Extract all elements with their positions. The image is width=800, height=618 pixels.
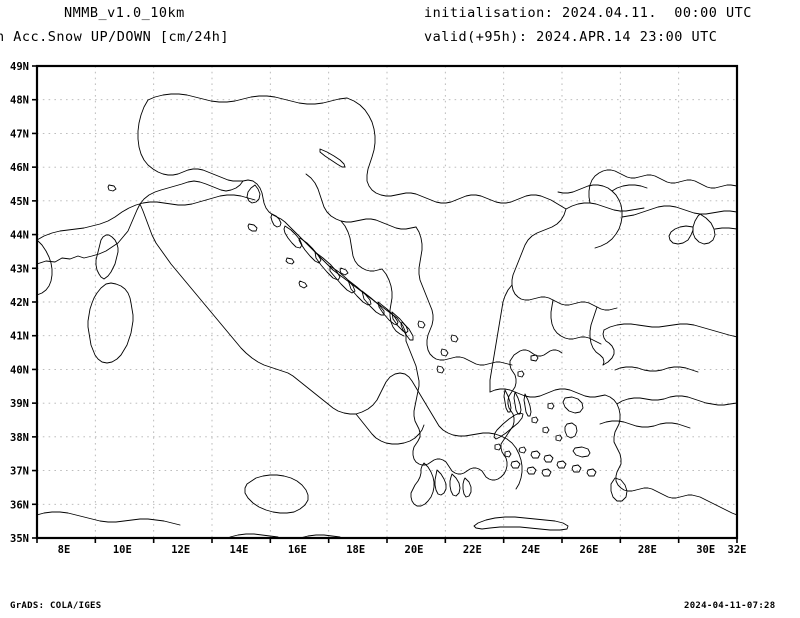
x-tick-label: 16E [288, 544, 307, 556]
y-tick-label: 37N [10, 466, 29, 478]
y-tick-label: 44N [10, 230, 29, 242]
x-tick-label: 14E [230, 544, 249, 556]
x-tick-label: 32E [728, 544, 747, 556]
y-tick-label: 40N [10, 364, 29, 376]
y-tick-label: 48N [10, 95, 29, 107]
y-tick-label: 38N [10, 432, 29, 444]
x-tick-label: 20E [405, 544, 424, 556]
y-tick-label: 41N [10, 331, 29, 343]
grads-credit: GrADS: COLA/IGES [10, 601, 102, 611]
axis-ticks [32, 65, 738, 543]
y-tick-label: 39N [10, 398, 29, 410]
x-tick-label: 30E [696, 544, 715, 556]
valid-time: valid(+95h): 2024.APR.14 23:00 UTC [424, 29, 718, 45]
x-axis-labels: 8E 10E 12E 14E 16E 18E 20E 22E 24E 26E 2… [58, 544, 747, 556]
model-title: NMMB_v1.0_10km [64, 5, 185, 21]
y-tick-label: 45N [10, 196, 29, 208]
y-tick-label: 46N [10, 162, 29, 174]
y-axis-labels: 35N 36N 37N 38N 39N 40N 41N 42N 43N 44N … [10, 61, 29, 545]
map-outlines [37, 93, 737, 538]
gridlines [37, 66, 737, 538]
x-tick-label: 26E [580, 544, 599, 556]
y-tick-label: 47N [10, 128, 29, 140]
x-tick-label: 18E [346, 544, 365, 556]
x-tick-label: 28E [638, 544, 657, 556]
y-tick-label: 36N [10, 499, 29, 511]
y-tick-label: 35N [10, 533, 29, 545]
render-timestamp: 2024-04-11-07:28 [684, 601, 776, 611]
x-tick-label: 24E [521, 544, 540, 556]
field-title: h Acc.Snow UP/DOWN [cm/24h] [0, 29, 229, 45]
x-tick-label: 22E [463, 544, 482, 556]
x-tick-label: 8E [58, 544, 71, 556]
x-tick-label: 10E [113, 544, 132, 556]
y-tick-label: 42N [10, 297, 29, 309]
y-tick-label: 43N [10, 263, 29, 275]
x-tick-label: 12E [171, 544, 190, 556]
y-tick-label: 49N [10, 61, 29, 73]
initialisation-time: initialisation: 2024.04.11. 00:00 UTC [424, 5, 752, 21]
